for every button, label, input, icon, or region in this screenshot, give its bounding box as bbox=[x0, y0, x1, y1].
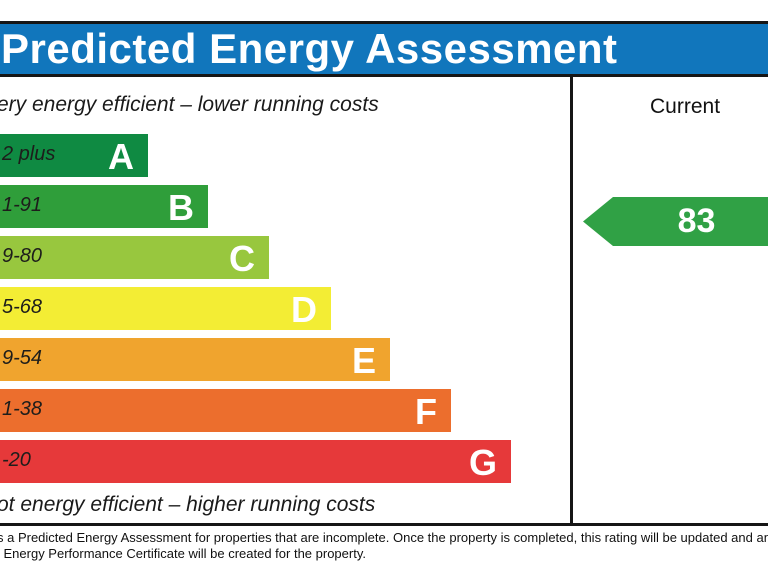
current-column-divider bbox=[570, 77, 573, 523]
page-title: Predicted Energy Assessment bbox=[1, 25, 618, 72]
band-letter: G bbox=[468, 442, 497, 483]
band-g: -20 G bbox=[0, 440, 511, 483]
chart-bottom-border bbox=[0, 523, 768, 526]
band-range-label: 1-91 bbox=[2, 194, 43, 216]
band-range-label: 1-38 bbox=[2, 398, 43, 420]
band-range-label: 5-68 bbox=[2, 296, 43, 318]
band-f: 1-38 F bbox=[0, 389, 451, 432]
current-column-header: Current bbox=[650, 95, 721, 118]
efficiency-top-note: ery energy efficient – lower running cos… bbox=[0, 93, 379, 116]
efficiency-bottom-note: ot energy efficient – higher running cos… bbox=[0, 493, 376, 516]
band-letter: D bbox=[291, 289, 317, 330]
band-letter: A bbox=[108, 136, 134, 177]
band-c: 9-80 C bbox=[0, 236, 269, 279]
band-letter: B bbox=[168, 187, 194, 228]
title-bar: Predicted Energy Assessment bbox=[0, 21, 768, 77]
band-range-label: -20 bbox=[2, 449, 31, 471]
band-range-label: 9-80 bbox=[2, 245, 43, 267]
band-d: 5-68 D bbox=[0, 287, 331, 330]
footer-disclaimer: s a Predicted Energy Assessment for prop… bbox=[0, 530, 768, 562]
band-a: 2 plus A bbox=[0, 134, 148, 177]
band-range-label: 9-54 bbox=[2, 347, 43, 369]
band-letter: C bbox=[229, 238, 255, 279]
band-range-label: 2 plus bbox=[2, 143, 56, 165]
footer-line-2: l Energy Performance Certificate will be… bbox=[0, 546, 366, 561]
current-rating-value: 83 bbox=[677, 202, 716, 240]
current-rating-arrow: 83 bbox=[583, 197, 768, 246]
energy-rating-bands: 2 plus A 1-91 B 9-80 C 5-68 D 9-54 E 1-38 F -20 G bbox=[0, 134, 570, 483]
band-b: 1-91 B bbox=[0, 185, 208, 228]
footer-line-1: s a Predicted Energy Assessment for prop… bbox=[0, 530, 768, 545]
band-letter: E bbox=[351, 340, 376, 381]
band-letter: F bbox=[415, 391, 437, 432]
band-e: 9-54 E bbox=[0, 338, 390, 381]
